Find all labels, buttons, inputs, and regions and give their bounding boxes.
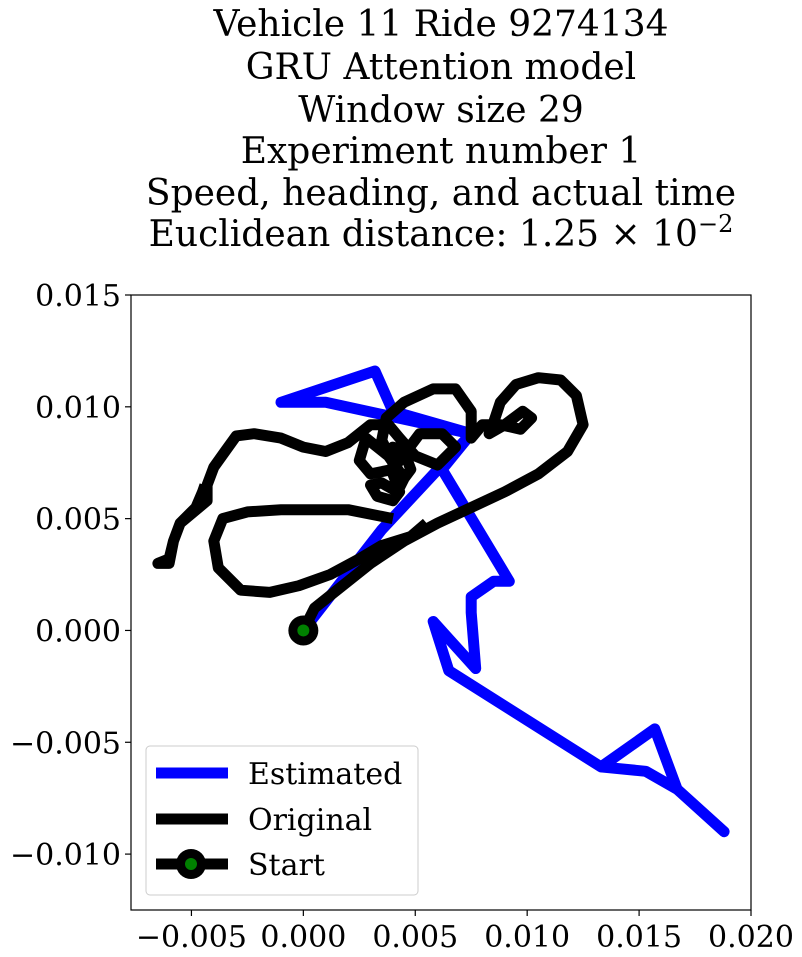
- chart-title: Vehicle 11 Ride 9274134 GRU Attention mo…: [146, 4, 736, 255]
- start-marker-center: [297, 624, 310, 637]
- title-line-1: Vehicle 11 Ride 9274134: [212, 4, 668, 45]
- title-line-6: Euclidean distance: 1.25 × 10−2: [149, 210, 734, 255]
- legend: Estimated Original Start: [145, 745, 419, 896]
- y-tick-label: 0.005: [35, 503, 121, 538]
- title-exponent: −2: [698, 210, 733, 238]
- title-line-5: Speed, heading, and actual time: [146, 173, 736, 214]
- title-line-4: Experiment number 1: [241, 131, 642, 172]
- x-tick-label: 0.010: [484, 920, 570, 955]
- x-tick-label: 0.015: [596, 920, 682, 955]
- series-line-original-loop: [208, 504, 431, 598]
- x-tick-label: −0.005: [136, 920, 247, 955]
- x-tick-label: 0.005: [372, 920, 458, 955]
- legend-label-estimated: Estimated: [248, 757, 402, 792]
- y-tick-label: 0.015: [35, 279, 121, 314]
- legend-label-start: Start: [248, 848, 325, 883]
- title-distance-text: Euclidean distance: 1.25 × 10: [149, 214, 698, 255]
- series-line-original: [152, 372, 589, 633]
- legend-box: [145, 745, 419, 896]
- x-tick-label: 0.020: [708, 920, 794, 955]
- title-line-2: GRU Attention model: [246, 47, 636, 88]
- legend-label-original: Original: [248, 803, 372, 838]
- plot-area-frame: [130, 294, 752, 911]
- x-tick-label: 0.000: [260, 920, 346, 955]
- title-line-3: Window size 29: [298, 90, 584, 131]
- series-line-estimated: [275, 365, 730, 838]
- y-tick-label: 0.000: [35, 614, 121, 649]
- y-tick-label: −0.005: [10, 726, 121, 761]
- y-tick-label: −0.010: [10, 838, 121, 873]
- legend-start-marker-center: [185, 858, 197, 870]
- y-tick-label: 0.010: [35, 391, 121, 426]
